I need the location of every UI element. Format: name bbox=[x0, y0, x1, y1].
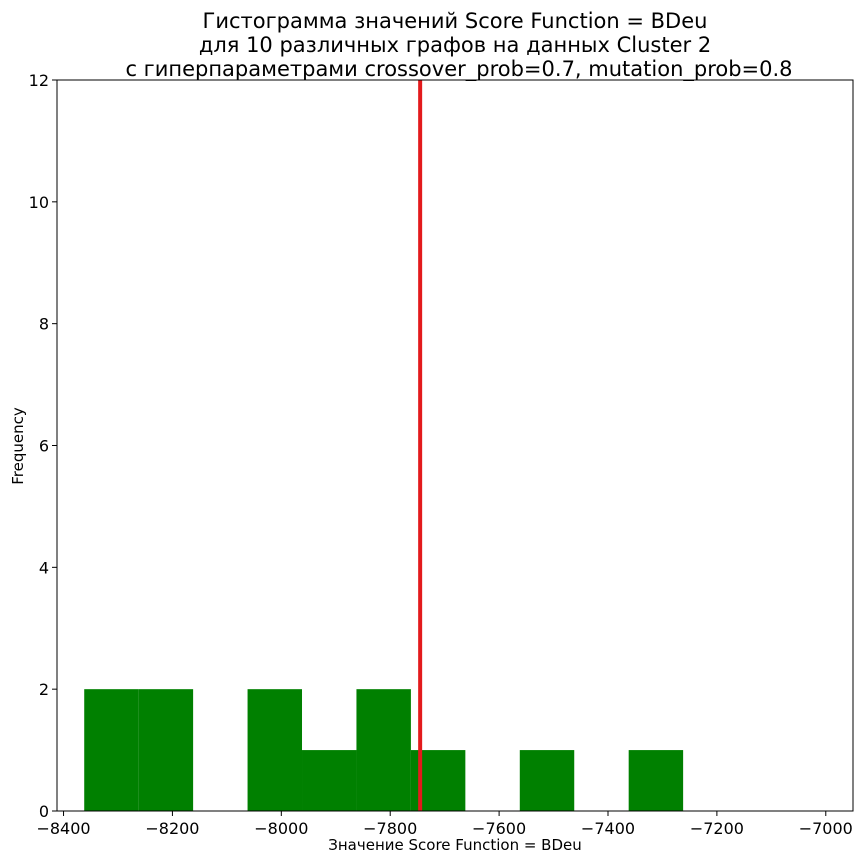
histogram-bar-3 bbox=[247, 689, 303, 811]
y-tick-label: 2 bbox=[39, 680, 49, 699]
x-axis-label: Значение Score Function = BDeu bbox=[328, 836, 582, 854]
histogram-bar-4 bbox=[302, 750, 357, 811]
y-tick-label: 10 bbox=[29, 193, 49, 212]
histogram-bar-8 bbox=[519, 750, 575, 811]
y-tick-label: 4 bbox=[39, 558, 49, 577]
y-tick-label: 12 bbox=[29, 71, 49, 90]
x-axis-ticks: −8400 −8200 −8000 −7800 −7600 −7400 −7200 −7000 bbox=[36, 811, 853, 838]
x-tick-label: −7000 bbox=[799, 819, 853, 838]
x-tick-label: −8000 bbox=[254, 819, 308, 838]
chart-title: Гистограмма значений Score Function = BD… bbox=[125, 9, 792, 82]
y-axis-ticks: 0 2 4 6 8 10 12 bbox=[29, 71, 57, 821]
histogram-bar-10 bbox=[628, 750, 684, 811]
y-tick-label: 6 bbox=[39, 437, 49, 456]
y-axis-label: Frequency bbox=[9, 407, 27, 485]
histogram-bar-1 bbox=[138, 689, 194, 811]
chart-title-line-3: с гиперпараметрами crossover_prob=0.7, m… bbox=[125, 57, 792, 82]
x-tick-label: −7800 bbox=[363, 819, 417, 838]
x-tick-label: −8200 bbox=[145, 819, 199, 838]
histogram-bars bbox=[84, 689, 684, 811]
histogram-bar-5 bbox=[356, 689, 411, 811]
x-tick-label: −7200 bbox=[690, 819, 744, 838]
x-tick-label: −8400 bbox=[36, 819, 90, 838]
chart-title-line-1: Гистограмма значений Score Function = BD… bbox=[203, 9, 708, 33]
y-tick-label: 8 bbox=[39, 315, 49, 334]
chart-title-line-2: для 10 различных графов на данных Cluste… bbox=[199, 33, 711, 57]
x-tick-label: −7600 bbox=[472, 819, 526, 838]
x-tick-label: −7400 bbox=[581, 819, 635, 838]
y-tick-label: 0 bbox=[39, 802, 49, 821]
histogram-bar-0 bbox=[84, 689, 139, 811]
